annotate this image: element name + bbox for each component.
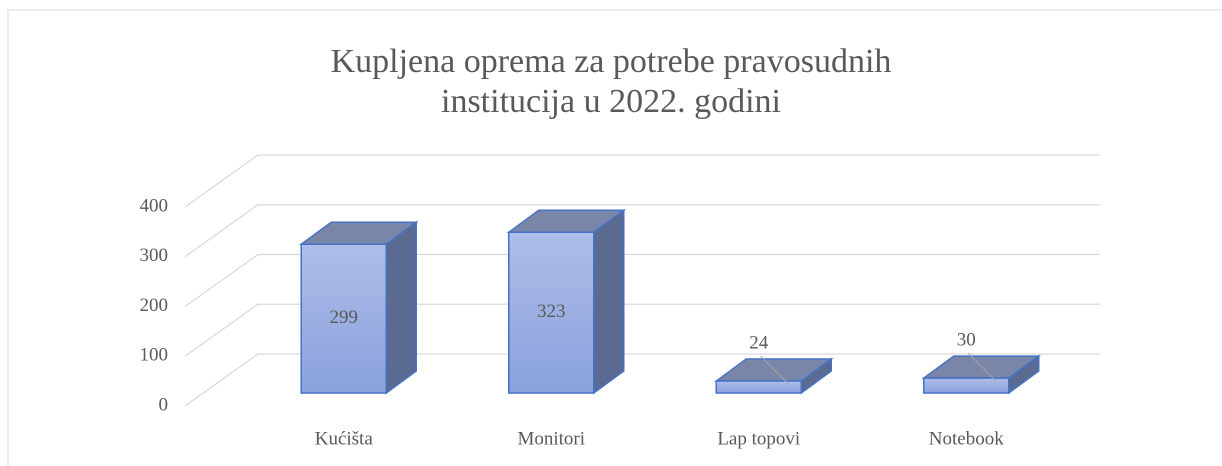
grid-line: [184, 204, 1100, 258]
y-tick-label: 200: [140, 295, 169, 316]
x-tick-label: Lap topovi: [717, 428, 800, 449]
bar-front: [508, 231, 595, 394]
chart-title: Kupljena oprema za potrebe pravosudnih i…: [330, 43, 892, 120]
y-tick-label: 100: [140, 345, 169, 366]
bar-front: [300, 243, 387, 394]
leader-line: [967, 352, 997, 382]
grid-line: [184, 253, 1100, 308]
leader-line: [760, 355, 790, 385]
y-tick-label: 0: [159, 394, 169, 415]
y-tick-label: 300: [140, 245, 169, 266]
data-label: 323: [537, 301, 566, 322]
bar-side: [593, 208, 625, 395]
bar-side: [385, 220, 417, 395]
grid-line: [184, 353, 1100, 407]
grid-line: [184, 154, 1100, 208]
data-label: 24: [749, 332, 769, 353]
chart-border: [7, 9, 1222, 466]
bar: [713, 357, 834, 395]
bar-front: [923, 377, 1010, 394]
grid-line: [184, 303, 1100, 357]
x-tick-label: Notebook: [929, 428, 1004, 449]
bar: [298, 220, 419, 395]
data-label: 299: [330, 307, 359, 328]
bar: [921, 354, 1042, 395]
bar-front: [715, 380, 802, 394]
x-tick-label: Kućišta: [315, 428, 374, 449]
bar: [506, 208, 627, 395]
x-tick-label: Monitori: [517, 428, 585, 449]
y-tick-label: 400: [140, 195, 169, 216]
data-label: 30: [957, 329, 976, 350]
